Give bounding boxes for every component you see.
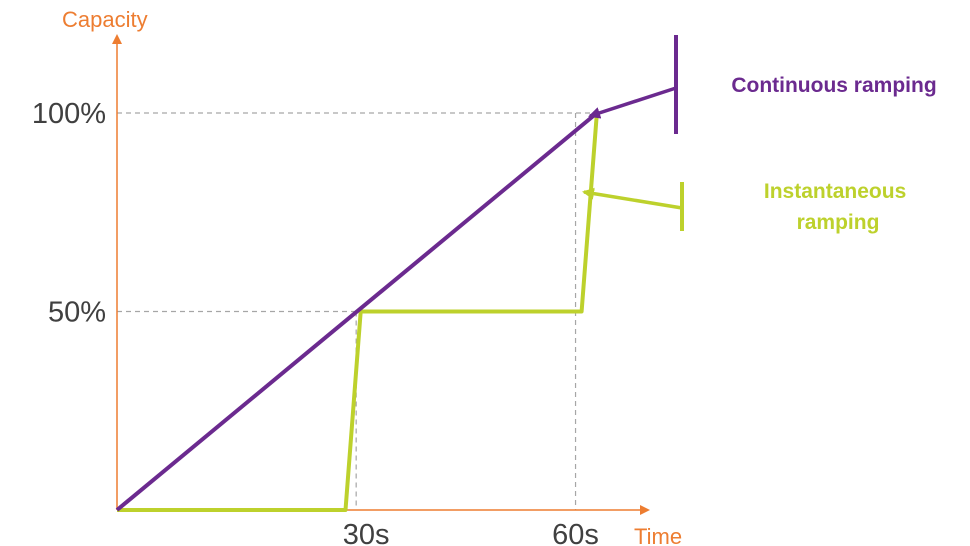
- x-axis-title: Time: [634, 524, 682, 546]
- series-line-1: [117, 112, 599, 512]
- annotation-continuous-line-1: Continuous ramping: [731, 74, 936, 97]
- annotations: Continuous ramping Instantaneous ramping: [582, 35, 937, 234]
- y-axis-title: Capacity: [62, 7, 148, 32]
- axes: [112, 34, 650, 515]
- annotation-continuous-label: Continuous ramping: [731, 74, 936, 97]
- tick-labels: 50% 100% 30s 60s: [32, 98, 599, 546]
- y-tick-label-1: 100%: [32, 98, 106, 130]
- annotation-instantaneous-line-2: ramping: [797, 211, 880, 234]
- annotation-instantaneous-label: Instantaneous ramping: [764, 180, 912, 234]
- x-tick-label-1: 60s: [552, 519, 599, 546]
- series-line-0: [115, 111, 599, 512]
- y-tick-label-0: 50%: [48, 297, 106, 329]
- annotation-instantaneous: Instantaneous ramping: [582, 180, 912, 234]
- series-layer: [115, 111, 599, 512]
- annotation-continuous-arrow: [588, 86, 677, 119]
- annotation-continuous: Continuous ramping: [588, 35, 937, 134]
- annotation-instantaneous-arrow: [582, 187, 683, 210]
- x-tick-label-0: 30s: [343, 519, 390, 546]
- annotation-instantaneous-line-1: Instantaneous: [764, 180, 906, 203]
